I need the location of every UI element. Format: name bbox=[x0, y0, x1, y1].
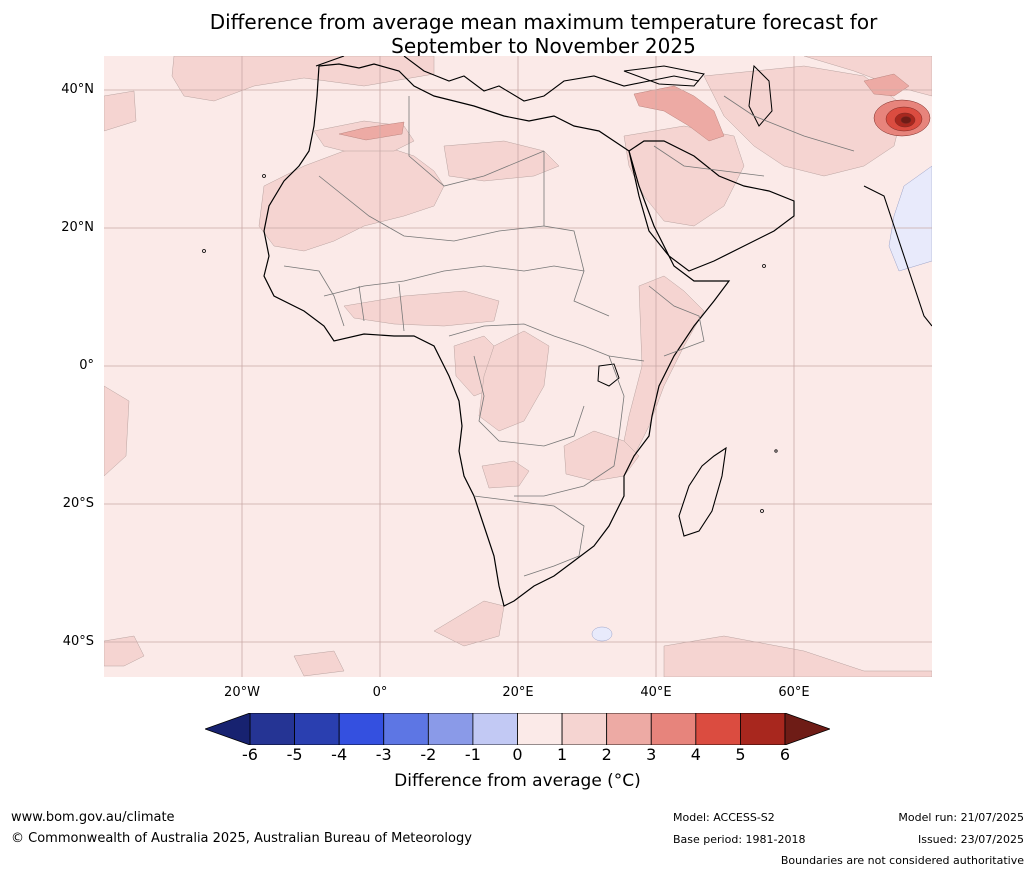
colorbar-cell bbox=[383, 713, 429, 745]
border-north-1 bbox=[318, 175, 545, 242]
anomaly-patches-1-2 bbox=[104, 56, 932, 677]
colorbar-tick-label: 5 bbox=[735, 745, 746, 764]
lon-label-20e: 20°E bbox=[502, 685, 534, 700]
patch-sahel bbox=[343, 290, 500, 327]
lon-label-20w: 20°W bbox=[224, 685, 260, 700]
footer-model-run: Model run: 21/07/2025 bbox=[898, 811, 1024, 824]
coastline-europe bbox=[315, 56, 700, 102]
patch-turkey-strong bbox=[633, 85, 725, 142]
colorbar-tick-label: -1 bbox=[464, 745, 481, 764]
island-seychelles bbox=[774, 449, 778, 453]
colorbar-tick-label: -4 bbox=[331, 745, 348, 764]
border-south bbox=[473, 495, 585, 577]
colorbar-cell bbox=[695, 713, 741, 745]
patch-mozambique bbox=[563, 430, 640, 482]
title-line-1: Difference from average mean maximum tem… bbox=[209, 10, 878, 34]
island-cape-verde bbox=[202, 249, 206, 253]
colorbar-cell bbox=[561, 713, 608, 745]
colorbar-tick-label: 1 bbox=[556, 745, 568, 764]
border-middle-east bbox=[653, 95, 855, 177]
colorbar-cell bbox=[294, 713, 340, 745]
colorbar-cell bbox=[427, 713, 474, 745]
footer-issued: Issued: 23/07/2025 bbox=[917, 833, 1024, 846]
patch-sw-ocean bbox=[293, 650, 345, 677]
colorbar-cell bbox=[517, 713, 563, 745]
footer-base-period: Base period: 1981-2018 bbox=[673, 833, 806, 846]
coastline-africa bbox=[263, 63, 731, 607]
temperature-anomaly-map bbox=[104, 56, 932, 677]
colorbar-cell bbox=[249, 713, 295, 745]
coastline-madagascar bbox=[678, 446, 727, 537]
coastline-caspian bbox=[748, 64, 773, 127]
patch-south-west bbox=[104, 385, 130, 477]
colorbar-tick-label: -5 bbox=[286, 745, 303, 764]
footer-model: Model: ACCESS-S2 bbox=[673, 811, 775, 824]
anomaly-patches-2-3 bbox=[338, 73, 910, 142]
colorbar-label: Difference from average (°C) bbox=[394, 771, 641, 791]
colorbar-cell bbox=[606, 713, 652, 745]
coastline-black-sea bbox=[623, 65, 705, 87]
island-mauritius bbox=[760, 509, 764, 513]
footer-copyright: © Commonwealth of Australia 2025, Austra… bbox=[11, 831, 472, 846]
colorbar-cell bbox=[472, 713, 518, 745]
lat-label-0: 0° bbox=[79, 358, 94, 373]
colorbar-tick-label: 6 bbox=[779, 745, 791, 764]
border-horn bbox=[648, 285, 705, 357]
border-north-3 bbox=[543, 151, 610, 317]
colorbar-tick-label: 0 bbox=[512, 745, 523, 764]
hotspot-core bbox=[900, 116, 912, 124]
patch-algeria-strong bbox=[338, 121, 405, 141]
patch-east-africa bbox=[618, 275, 705, 467]
lon-label-60e: 60°E bbox=[778, 685, 810, 700]
title-line-2: September to November 2025 bbox=[391, 34, 696, 58]
colorbar-cell bbox=[338, 713, 385, 745]
graticule bbox=[104, 56, 932, 677]
lat-label-20s: 20°S bbox=[62, 496, 94, 511]
colorbar-tick-label: -6 bbox=[242, 745, 258, 764]
patch-west-ocean bbox=[104, 90, 137, 132]
colorbar-under-arrow bbox=[205, 713, 251, 745]
coastline-arabia bbox=[628, 140, 795, 272]
patch-libya-egypt bbox=[443, 140, 560, 182]
colorbar-cell bbox=[650, 713, 697, 745]
colorbar-tick-label: -3 bbox=[375, 745, 392, 764]
colorbar-tick-label: 3 bbox=[646, 745, 657, 764]
patch-southern-ocean-east bbox=[663, 635, 932, 677]
patch-iran-strong bbox=[863, 73, 910, 97]
border-drc bbox=[473, 355, 585, 447]
coastline-india bbox=[863, 185, 932, 327]
anomaly-hotspot bbox=[873, 99, 931, 137]
patch-south-atlantic bbox=[433, 600, 505, 647]
colorbar bbox=[205, 713, 830, 745]
island-canaries bbox=[262, 174, 266, 178]
colorbar-tick-label: -2 bbox=[420, 745, 437, 764]
islands bbox=[202, 174, 778, 513]
colorbar-tick-label: 4 bbox=[690, 745, 701, 764]
country-borders bbox=[283, 95, 855, 577]
footer-disclaimer: Boundaries are not considered authoritat… bbox=[780, 854, 1024, 867]
colorbar-cell bbox=[740, 713, 786, 745]
colorbar-tick-label: 2 bbox=[601, 745, 612, 764]
lat-label-40s: 40°S bbox=[62, 634, 94, 649]
lon-label-0: 0° bbox=[372, 685, 388, 700]
island-socotra bbox=[762, 264, 766, 268]
patch-south-atlantic-cool bbox=[591, 626, 613, 642]
chart-title: Difference from average mean maximum tem… bbox=[0, 10, 1035, 58]
lat-label-20n: 20°N bbox=[61, 220, 94, 235]
patch-kalahari bbox=[481, 460, 530, 489]
colorbar-cells bbox=[249, 713, 786, 745]
colorbar-over-arrow bbox=[784, 713, 830, 745]
border-west-africa bbox=[283, 265, 405, 332]
footer-website[interactable]: www.bom.gov.au/climate bbox=[11, 810, 175, 825]
lon-label-40e: 40°E bbox=[640, 685, 672, 700]
patch-southern-ocean-west bbox=[104, 635, 145, 667]
border-sahel bbox=[323, 265, 585, 297]
border-north-2 bbox=[408, 96, 545, 187]
lat-label-40n: 40°N bbox=[61, 82, 94, 97]
patch-iran bbox=[703, 65, 905, 177]
border-east bbox=[514, 355, 625, 497]
